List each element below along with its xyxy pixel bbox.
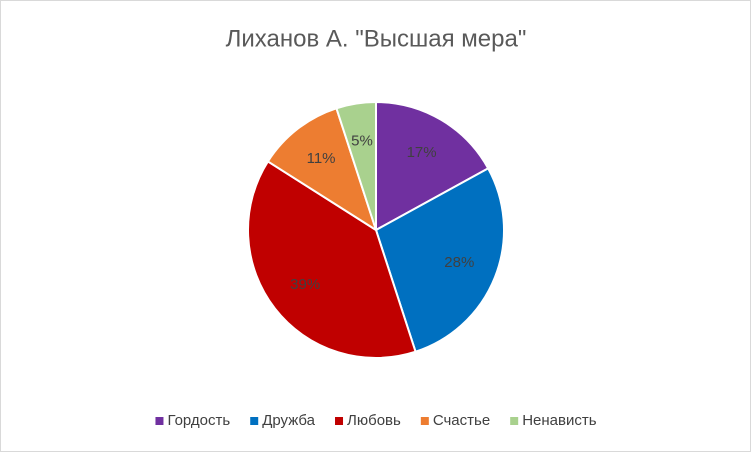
pie-slice (374, 166, 505, 353)
legend-label: Гордость (167, 412, 230, 429)
pie-slice (266, 107, 378, 233)
legend-marker (250, 417, 259, 425)
pie-slice (335, 100, 377, 231)
data-label: 11% (307, 150, 336, 167)
legend-label: Счастье (433, 412, 490, 429)
legend-marker (420, 417, 429, 425)
legend-marker (335, 417, 344, 425)
data-label: 28% (444, 254, 474, 271)
data-label: 39% (290, 276, 320, 293)
data-label: 17% (407, 144, 437, 161)
legend-label: Ненависть (522, 412, 597, 429)
legend-label: Любовь (347, 412, 401, 429)
legend-marker (510, 417, 519, 425)
legend-marker (155, 417, 164, 425)
legend-label: Дружба (262, 412, 315, 429)
data-label: 5% (351, 132, 373, 149)
pie-slice (247, 160, 417, 359)
pie-slice (375, 100, 490, 232)
chart-title: Лиханов А. "Высшая мера" (226, 25, 527, 52)
